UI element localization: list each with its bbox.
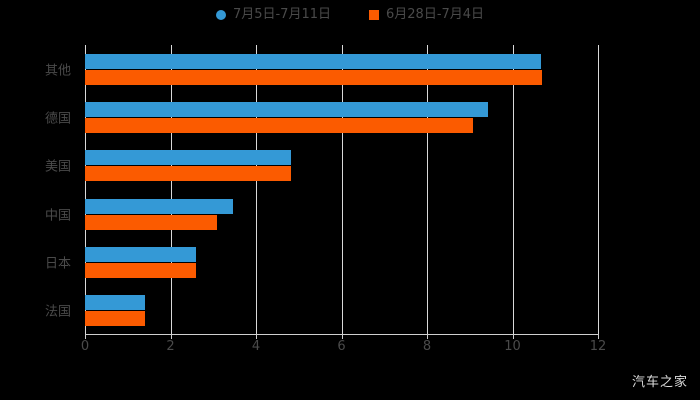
legend-circle-icon	[215, 9, 226, 20]
y-axis-label: 日本	[44, 256, 71, 272]
x-axis-label: 6	[337, 339, 346, 354]
gridline	[85, 45, 86, 334]
x-axis-labels: 0 2 4 6 8 10 12	[81, 339, 606, 359]
x-axis-tick	[427, 334, 428, 339]
y-axis-label: 其他	[44, 63, 71, 79]
gridline	[170, 45, 172, 334]
bar-group	[85, 238, 598, 286]
gridline	[427, 45, 428, 334]
bar[interactable]	[85, 198, 233, 214]
gridline	[256, 45, 257, 334]
gridline	[512, 45, 514, 334]
gridline	[598, 45, 599, 334]
bar-group	[85, 286, 598, 334]
x-axis-tick	[256, 334, 257, 339]
bar[interactable]	[85, 294, 145, 310]
x-axis-tick	[85, 334, 86, 339]
bar[interactable]	[85, 310, 145, 326]
x-axis-label: 0	[80, 339, 90, 354]
x-axis-label: 4	[251, 339, 261, 354]
x-axis-label: 2	[166, 339, 175, 354]
bar[interactable]	[85, 118, 474, 134]
legend-item[interactable]: 6月28日-7月4日	[369, 8, 484, 21]
x-axis-tick	[512, 334, 514, 339]
bar-rows	[85, 45, 598, 334]
bar[interactable]	[85, 246, 197, 262]
legend-item-label: 6月28日-7月4日	[386, 7, 485, 22]
y-axis-labels: 其他德国美国中国日本法国	[0, 45, 78, 334]
y-axis-label: 德国	[44, 111, 71, 127]
bar-group	[85, 45, 598, 93]
bar[interactable]	[85, 214, 218, 230]
bar[interactable]	[85, 150, 292, 166]
watermark: 汽车之家	[631, 375, 688, 390]
x-axis-label: 12	[589, 339, 607, 354]
y-axis-label: 美国	[44, 159, 71, 175]
bar-group	[85, 93, 598, 141]
legend-item[interactable]: 7月5日-7月11日	[215, 7, 331, 22]
bar-group	[85, 141, 598, 189]
chart-legend: 7月5日-7月11日 6月28日-7月4日	[0, 8, 700, 21]
gridline	[341, 45, 343, 334]
bar-group	[85, 190, 598, 238]
bar[interactable]	[85, 54, 542, 69]
y-axis-label: 法国	[44, 304, 71, 320]
bar[interactable]	[85, 102, 489, 118]
legend-square-icon	[369, 9, 379, 20]
bar[interactable]	[85, 166, 292, 182]
x-axis-tick	[598, 334, 599, 339]
plot-area	[85, 45, 599, 339]
y-axis-label: 中国	[44, 208, 71, 224]
x-axis-tick	[170, 334, 172, 339]
x-axis-label: 10	[504, 339, 521, 354]
x-axis-label: 8	[422, 339, 432, 354]
bar[interactable]	[85, 262, 197, 278]
bar[interactable]	[85, 70, 542, 85]
legend-item-label: 7月5日-7月11日	[232, 7, 331, 22]
x-axis-tick	[341, 334, 343, 339]
